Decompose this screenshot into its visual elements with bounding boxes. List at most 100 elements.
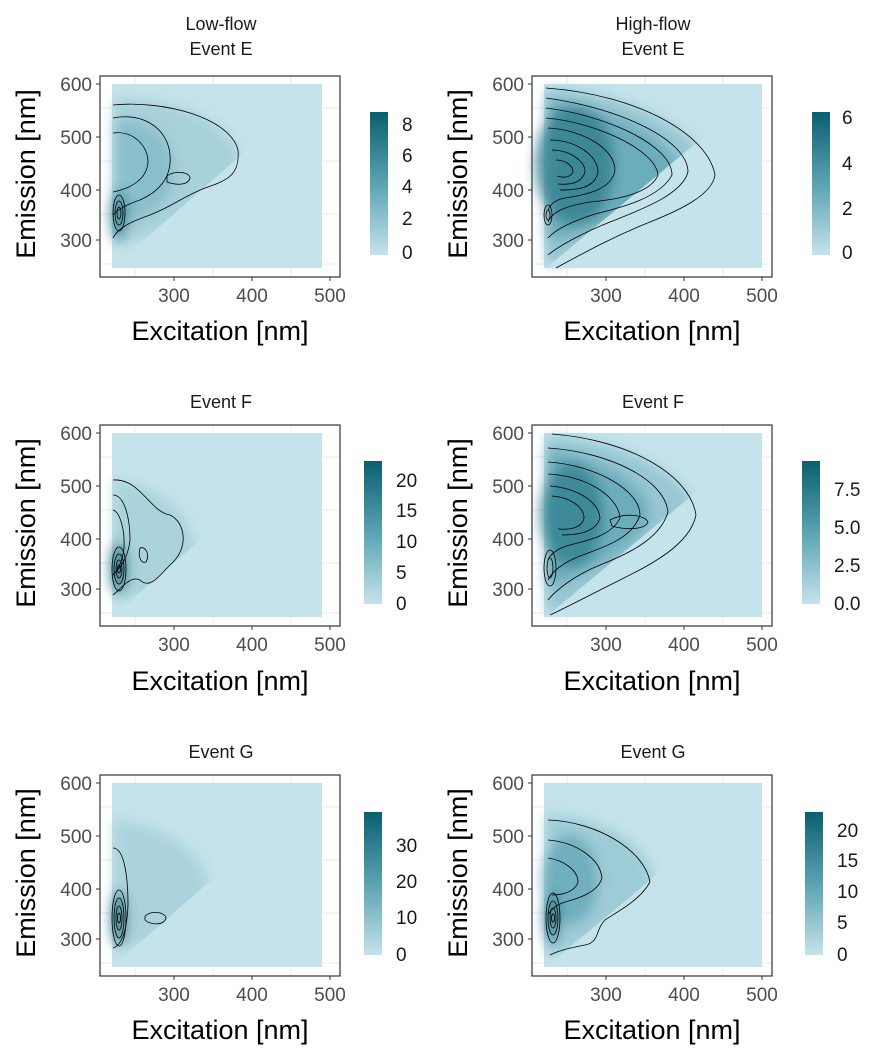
heatmap-surface — [110, 84, 322, 268]
y-axis-title: Emission [nm] — [443, 89, 473, 259]
x-tick-label: 300 — [158, 286, 190, 307]
x-tick-label: 400 — [236, 635, 268, 656]
panel-title: Low-flow — [185, 14, 257, 34]
contour-lines — [543, 433, 697, 616]
panel-border — [531, 424, 773, 627]
y-tick-label: 600 — [492, 424, 524, 445]
x-axis-title: Excitation [nm] — [563, 666, 740, 696]
x-axis: 300 400 500 Excitation [nm] — [563, 976, 778, 1045]
y-axis: 600 500 400 300 Emission [nm] — [443, 774, 532, 958]
x-axis-title: Excitation [nm] — [563, 316, 740, 346]
panel-border — [99, 774, 341, 977]
x-axis-title: Excitation [nm] — [131, 666, 308, 696]
colorbar-tick-label: 2.5 — [834, 556, 860, 577]
colorbar-tick-label: 2 — [402, 209, 413, 230]
colorbar: 20 15 10 5 0 — [364, 461, 417, 615]
colorbar-tick-label: 4 — [402, 177, 413, 198]
colorbar-tick-label: 20 — [837, 821, 858, 842]
x-tick-label: 500 — [746, 635, 778, 656]
y-tick-label: 300 — [492, 231, 524, 252]
panel-subtitle: Event G — [188, 742, 253, 762]
y-tick-label: 400 — [60, 880, 92, 901]
colorbar: 8 6 4 2 0 — [370, 112, 413, 264]
colorbar-tick-label: 5.0 — [834, 518, 860, 539]
colorbar-tick-label: 15 — [396, 501, 417, 522]
y-tick-label: 400 — [492, 181, 524, 202]
x-tick-label: 500 — [314, 635, 346, 656]
panel-low-flow-event-e: Low-flow Event E 600 500 — [11, 14, 413, 346]
x-tick-label: 500 — [746, 286, 778, 307]
heatmap-surface — [542, 783, 762, 967]
contour-lines — [543, 87, 716, 269]
colorbar-tick-label: 0 — [396, 945, 407, 966]
y-tick-label: 500 — [60, 128, 92, 149]
x-tick-label: 500 — [314, 286, 346, 307]
y-axis-title: Emission [nm] — [11, 89, 41, 259]
y-tick-label: 300 — [492, 930, 524, 951]
colorbar-tick-label: 0 — [842, 243, 853, 264]
panel-high-flow-event-e: High-flow Event E — [443, 14, 853, 346]
x-tick-label: 400 — [668, 985, 700, 1006]
y-tick-label: 600 — [60, 75, 92, 96]
colorbar-tick-label: 4 — [842, 154, 853, 175]
x-tick-label: 400 — [236, 286, 268, 307]
x-tick-label: 400 — [668, 286, 700, 307]
x-axis: 300 400 500 Excitation [nm] — [131, 277, 346, 346]
colorbar-tick-label: 30 — [396, 836, 417, 857]
colorbar-tick-label: 0 — [837, 945, 848, 966]
heatmap-surface — [110, 433, 322, 617]
x-tick-label: 300 — [158, 985, 190, 1006]
y-tick-label: 400 — [60, 530, 92, 551]
panel-border — [531, 774, 773, 977]
colorbar-scale — [805, 812, 823, 955]
colorbar-scale — [364, 461, 382, 604]
colorbar: 7.5 5.0 2.5 0.0 — [802, 461, 860, 615]
panel-subtitle: Event F — [622, 392, 684, 412]
colorbar: 6 4 2 0 — [812, 108, 853, 264]
x-axis: 300 400 500 Excitation [nm] — [563, 277, 778, 346]
colorbar-tick-label: 5 — [396, 563, 407, 584]
panel-low-flow-event-f: Event F 600 500 400 — [11, 392, 417, 696]
y-tick-label: 600 — [60, 424, 92, 445]
colorbar-tick-label: 6 — [842, 108, 853, 129]
y-axis: 600 500 400 300 Emission [nm] — [11, 774, 100, 958]
contour-lines — [545, 819, 651, 956]
y-tick-label: 600 — [60, 774, 92, 795]
x-tick-label: 500 — [746, 985, 778, 1006]
colorbar-scale — [364, 812, 382, 955]
y-axis: 600 500 400 300 Emission [nm] — [11, 75, 100, 259]
y-tick-label: 400 — [60, 181, 92, 202]
y-tick-label: 500 — [492, 128, 524, 149]
colorbar-tick-label: 15 — [837, 851, 858, 872]
colorbar-tick-label: 2 — [842, 199, 853, 220]
y-tick-label: 300 — [60, 231, 92, 252]
y-axis-title: Emission [nm] — [443, 788, 473, 958]
heatmap-surface — [535, 84, 762, 268]
y-tick-label: 400 — [492, 880, 524, 901]
x-tick-label: 500 — [314, 985, 346, 1006]
x-axis-title: Excitation [nm] — [131, 316, 308, 346]
y-axis-title: Emission [nm] — [11, 788, 41, 958]
y-tick-label: 300 — [60, 580, 92, 601]
panel-subtitle: Event E — [621, 39, 684, 59]
panel-subtitle: Event G — [620, 742, 685, 762]
colorbar-tick-label: 0 — [402, 243, 413, 264]
x-tick-label: 400 — [668, 635, 700, 656]
y-tick-label: 300 — [492, 580, 524, 601]
colorbar-scale — [812, 112, 830, 255]
panel-high-flow-event-f: Event F 600 500 — [443, 392, 860, 696]
y-axis: 600 500 400 300 Emission [nm] — [11, 424, 100, 608]
panel-high-flow-event-g: Event G 600 500 400 — [443, 742, 858, 1045]
panel-subtitle: Event E — [189, 39, 252, 59]
colorbar-tick-label: 0.0 — [834, 594, 860, 615]
colorbar-tick-label: 10 — [396, 908, 417, 929]
y-tick-label: 500 — [492, 827, 524, 848]
y-axis: 600 500 400 300 Emission [nm] — [443, 75, 532, 259]
colorbar-scale — [370, 112, 388, 255]
x-tick-label: 300 — [590, 635, 622, 656]
x-axis-title: Excitation [nm] — [131, 1015, 308, 1045]
y-tick-label: 300 — [60, 930, 92, 951]
x-tick-label: 300 — [590, 985, 622, 1006]
contour-lines — [111, 847, 167, 949]
